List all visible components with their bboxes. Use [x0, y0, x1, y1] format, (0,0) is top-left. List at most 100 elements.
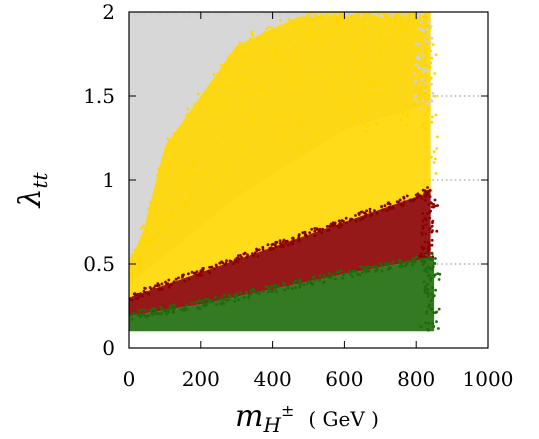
scatter-point — [413, 53, 416, 57]
scatter-point — [366, 84, 369, 88]
scatter-point — [255, 75, 259, 78]
scatter-point — [173, 303, 176, 307]
scatter-point — [341, 71, 345, 75]
scatter-point — [431, 265, 435, 269]
scatter-point — [328, 276, 331, 279]
scatter-point — [168, 306, 172, 310]
scatter-point — [157, 167, 161, 171]
scatter-point — [138, 256, 142, 260]
scatter-point — [217, 108, 220, 112]
scatter-point — [209, 160, 213, 164]
scatter-point — [185, 204, 189, 208]
scatter-point — [179, 308, 183, 311]
scatter-point — [252, 45, 256, 48]
scatter-point — [434, 172, 438, 175]
scatter-point — [420, 255, 424, 258]
scatter-point — [359, 73, 362, 77]
scatter-point — [423, 56, 427, 60]
scatter-point — [266, 290, 270, 294]
scatter-point — [182, 141, 186, 145]
scatter-point — [221, 261, 225, 265]
scatter-point — [340, 219, 344, 222]
scatter-point — [242, 166, 246, 170]
scatter-point — [236, 260, 240, 264]
scatter-point — [187, 272, 190, 276]
scatter-point — [271, 289, 274, 292]
scatter-point — [163, 184, 167, 188]
scatter-point — [403, 200, 406, 204]
scatter-point — [321, 12, 325, 16]
scatter-point — [203, 176, 207, 179]
scatter-point — [161, 161, 165, 164]
scatter-point — [430, 224, 434, 228]
scatter-point — [140, 237, 144, 241]
scatter-point — [363, 69, 367, 73]
scatter-point — [148, 253, 152, 257]
scatter-point — [427, 16, 430, 19]
scatter-point — [192, 271, 196, 275]
scatter-point — [405, 42, 409, 46]
scatter-point — [378, 31, 382, 35]
scatter-point — [150, 227, 154, 231]
scatter-point — [207, 269, 210, 273]
scatter-point — [309, 35, 312, 39]
scatter-point — [188, 12, 192, 16]
scatter-point — [425, 84, 429, 88]
scatter-point — [252, 289, 256, 293]
scatter-point — [166, 282, 170, 285]
scatter-point — [308, 231, 312, 235]
scatter-point — [308, 84, 312, 88]
scatter-point — [303, 230, 307, 234]
x-tick-label-5: 1000 — [463, 367, 514, 391]
scatter-point — [433, 157, 437, 161]
scatter-point — [197, 272, 201, 276]
scatter-point — [378, 14, 382, 18]
scatter-point — [247, 94, 251, 98]
scatter-point — [426, 295, 430, 298]
scatter-point — [258, 13, 261, 17]
scatter-point — [378, 38, 382, 42]
scatter-point — [238, 83, 241, 87]
scatter-point — [385, 209, 389, 213]
scatter-point — [149, 242, 153, 246]
scatter-point — [257, 128, 260, 132]
scatter-point — [380, 205, 383, 208]
scatter-point — [421, 258, 425, 261]
scatter-point — [159, 305, 163, 309]
scatter-point — [302, 283, 306, 286]
scatter-point — [172, 139, 176, 143]
scatter-point — [289, 81, 293, 84]
scatter-point — [420, 51, 424, 55]
scatter-point — [339, 120, 343, 123]
scatter-point — [426, 190, 429, 194]
scatter-point — [340, 224, 344, 227]
scatter-point — [158, 312, 162, 316]
scatter-point — [380, 208, 384, 212]
scatter-point — [263, 38, 266, 42]
scatter-point — [342, 95, 345, 99]
scatter-point — [380, 39, 383, 43]
scatter-point — [434, 53, 438, 57]
scatter-point — [238, 79, 242, 83]
scatter-point — [244, 291, 248, 295]
scatter-point — [437, 278, 441, 281]
scatter-point — [417, 38, 420, 42]
scatter-point — [370, 213, 374, 217]
scatter-point — [435, 310, 439, 314]
scatter-point — [208, 129, 212, 132]
scatter-point — [267, 118, 271, 122]
scatter-point — [141, 294, 144, 298]
scatter-point — [301, 116, 304, 120]
scatter-point — [330, 121, 334, 124]
scatter-point — [375, 13, 379, 17]
scatter-point — [348, 272, 352, 276]
scatter-point — [288, 67, 291, 70]
scatter-point — [196, 306, 200, 309]
scatter-point — [412, 199, 416, 203]
scatter-point — [246, 80, 250, 84]
scatter-point — [359, 31, 363, 34]
scatter-point — [294, 55, 297, 58]
scatter-point — [276, 54, 279, 58]
scatter-point — [430, 99, 434, 103]
scatter-point — [432, 311, 436, 314]
